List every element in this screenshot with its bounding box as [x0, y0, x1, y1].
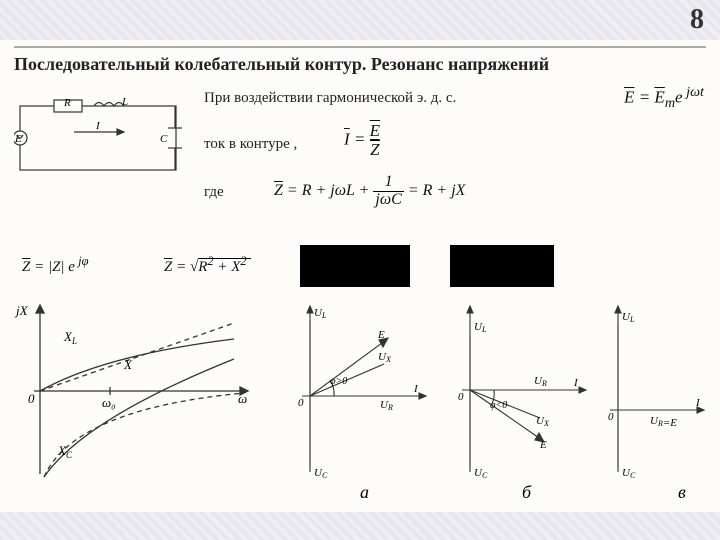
svg-text:I: I: [695, 397, 701, 409]
phasor-b: UL UR I φ<0 UX E 0 UC: [440, 300, 590, 480]
svg-text:E: E: [539, 439, 547, 451]
svg-text:φ>0: φ>0: [330, 376, 347, 387]
title-row: Последовательный колебательный контур. Р…: [14, 46, 706, 75]
svg-text:UL: UL: [314, 307, 327, 320]
label-c: в: [678, 482, 686, 503]
circuit-schematic: E R L C I: [14, 98, 184, 182]
redacted-box-2: [450, 245, 554, 287]
page-title: Последовательный колебательный контур. Р…: [14, 54, 706, 75]
text-line2: ток в контуре ,: [204, 136, 297, 153]
formula-z-polar: Z = |Z| e jφ: [22, 254, 88, 276]
redacted-box-1: [300, 245, 410, 287]
svg-text:UR: UR: [380, 399, 393, 412]
label-xl: XL: [63, 329, 77, 346]
svg-text:UR=E: UR=E: [650, 415, 677, 429]
svg-text:UX: UX: [378, 351, 392, 364]
svg-text:0: 0: [608, 411, 614, 423]
label-a: а: [360, 482, 369, 503]
svg-text:UC: UC: [314, 467, 328, 480]
circuit-label-i: I: [95, 120, 101, 132]
decor-band-bottom: [0, 512, 720, 540]
circuit-label-r: R: [63, 98, 71, 109]
svg-text:E: E: [377, 329, 385, 341]
phasor-c: UL I 0 UR=E UC: [600, 300, 710, 480]
formula-emf: E = Eme jωt: [624, 84, 704, 112]
formula-impedance: Z = R + jωL + 1jωC = R + jX: [274, 174, 465, 209]
origin-0: 0: [28, 391, 35, 406]
svg-text:UX: UX: [536, 415, 550, 428]
axis-w: ω: [238, 391, 247, 406]
svg-text:UC: UC: [474, 467, 488, 480]
label-xc: XC: [57, 443, 73, 460]
label-b: б: [522, 482, 531, 503]
graph-reactance: jX 0 ω₀ ω XL X XC: [14, 299, 254, 484]
svg-text:UR: UR: [534, 375, 547, 388]
label-x: X: [123, 357, 133, 372]
circuit-label-e: E: [14, 133, 22, 145]
circuit-label-l: L: [121, 98, 128, 108]
axis-jx: jX: [14, 303, 29, 318]
phasor-a: UL E UX φ>0 0 UR I UC: [280, 300, 430, 480]
svg-text:UL: UL: [622, 311, 635, 324]
svg-text:UC: UC: [622, 467, 636, 480]
svg-text:φ<0: φ<0: [490, 400, 507, 411]
text-line1: При воздействии гармонической э. д. с.: [204, 90, 456, 107]
content-area: При воздействии гармонической э. д. с. E…: [14, 84, 706, 510]
circuit-label-c: C: [160, 133, 168, 145]
page-number: 8: [690, 4, 704, 36]
text-line3: где: [204, 184, 224, 201]
formula-current: I = EZ: [344, 122, 380, 159]
decor-band-top: [0, 0, 720, 40]
tick-w0: ω₀: [102, 395, 116, 410]
svg-text:I: I: [573, 377, 579, 389]
svg-text:0: 0: [298, 397, 304, 409]
svg-text:I: I: [413, 383, 419, 395]
svg-text:0: 0: [458, 391, 464, 403]
svg-text:UL: UL: [474, 321, 487, 334]
formula-z-mag: Z = √R2 + X2: [164, 254, 251, 276]
